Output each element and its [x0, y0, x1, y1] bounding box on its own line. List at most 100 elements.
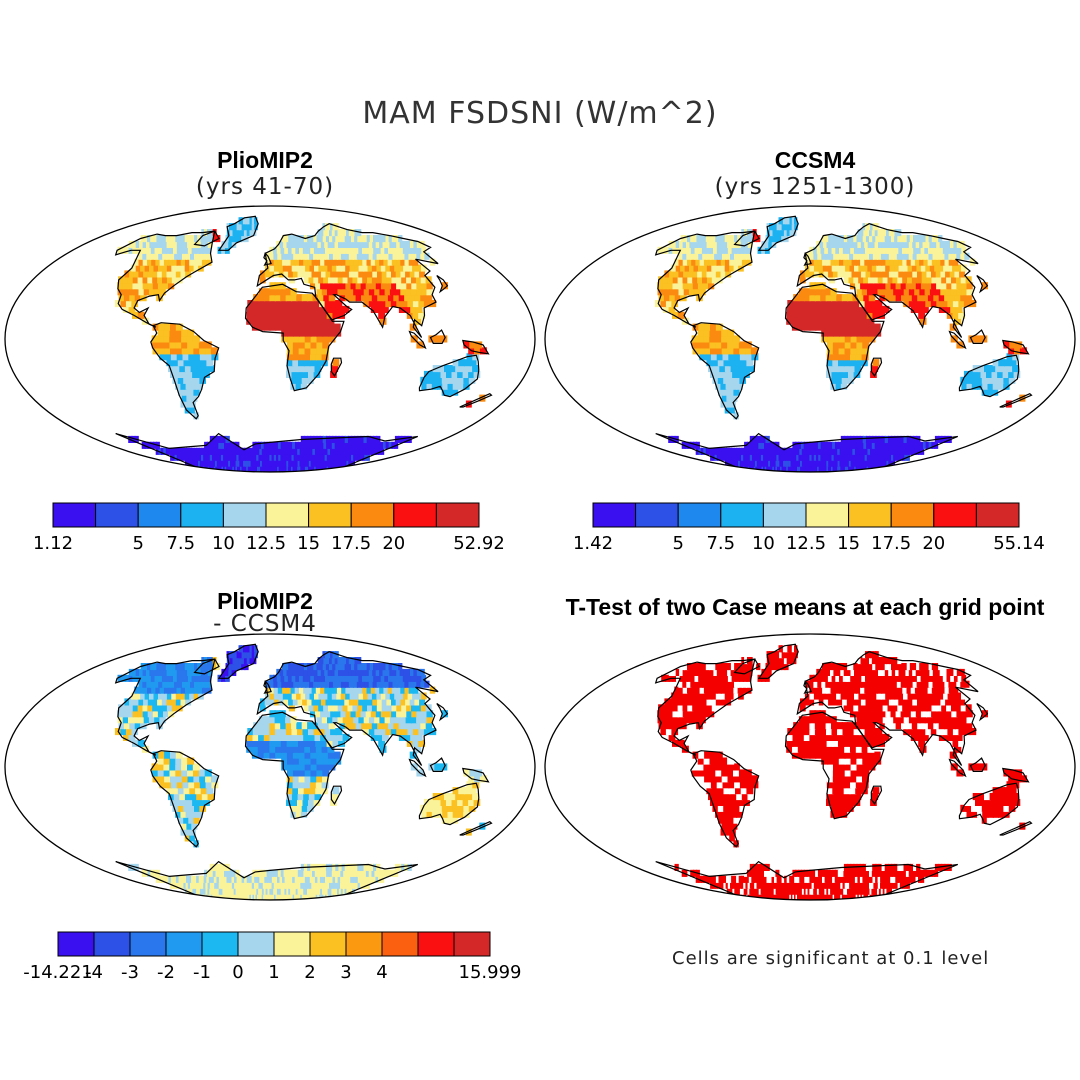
grid-cell — [1002, 798, 1010, 806]
grid-cell — [189, 692, 195, 700]
grid-cell — [367, 447, 372, 455]
grid-cell — [318, 692, 325, 700]
grid-cell — [760, 881, 765, 889]
grid-cell — [396, 728, 403, 736]
grid-cell — [310, 668, 316, 676]
grid-cell — [180, 674, 186, 682]
grid-cell — [984, 793, 991, 801]
grid-cell — [882, 459, 886, 467]
grid-cell — [325, 663, 331, 671]
grid-cell — [276, 887, 280, 895]
grid-cell — [843, 365, 850, 373]
grid-cell — [238, 893, 242, 900]
grid-cell — [822, 453, 826, 461]
grid-cell — [826, 240, 832, 248]
grid-cell — [152, 347, 160, 355]
grid-cell — [297, 300, 304, 308]
grid-cell — [181, 769, 189, 777]
grid-cell — [370, 733, 378, 741]
grid-cell — [849, 893, 853, 900]
grid-cell — [175, 335, 183, 343]
grid-cell — [399, 246, 404, 254]
grid-cell — [290, 686, 296, 694]
grid-cell — [925, 235, 930, 243]
grid-cell — [282, 887, 286, 895]
grid-cell — [180, 810, 187, 818]
grid-cell — [880, 881, 884, 889]
grid-cell — [738, 875, 743, 883]
grid-cell — [181, 335, 189, 343]
grid-cell — [865, 447, 869, 455]
grid-cell — [805, 453, 809, 461]
grid-cell — [170, 668, 175, 676]
grid-cell — [884, 240, 890, 248]
grid-cell — [698, 447, 702, 455]
grid-cell — [729, 264, 735, 272]
grid-cell — [773, 465, 777, 472]
grid-cell — [316, 341, 324, 349]
grid-cell — [192, 881, 196, 889]
grid-cell — [317, 881, 322, 889]
grid-cell — [865, 246, 870, 254]
grid-cell — [895, 240, 900, 248]
grid-cell — [380, 246, 386, 254]
grid-cell — [340, 887, 344, 895]
grid-cell — [914, 441, 919, 449]
grid-cell — [406, 276, 413, 284]
grid-cell — [228, 668, 233, 676]
grid-cell — [263, 459, 267, 467]
grid-cell — [189, 264, 195, 272]
grid-cell — [420, 722, 427, 730]
grid-cell — [1009, 341, 1017, 349]
grid-cell — [420, 240, 425, 248]
grid-cell — [234, 881, 238, 889]
grid-cell — [234, 223, 238, 231]
grid-cell — [850, 341, 858, 349]
grid-cell — [953, 246, 959, 254]
grid-cell — [769, 875, 773, 883]
grid-cell — [771, 235, 776, 243]
grid-cell — [946, 282, 953, 290]
grid-cell — [306, 893, 310, 900]
grid-cell — [301, 887, 305, 895]
grid-cell — [728, 887, 732, 895]
grid-cell — [416, 264, 423, 272]
grid-cell — [463, 382, 470, 390]
grid-cell — [328, 329, 336, 337]
grid-cell — [331, 453, 335, 461]
grid-cell — [856, 323, 864, 331]
grid-cell — [792, 305, 800, 313]
grid-cell — [730, 453, 734, 461]
grid-cell — [295, 459, 299, 467]
grid-cell — [378, 311, 386, 319]
grid-cell — [327, 875, 332, 883]
grid-cell — [475, 341, 483, 349]
grid-cell — [179, 881, 183, 889]
grid-cell — [197, 240, 202, 248]
grid-cell — [195, 674, 201, 682]
grid-cell — [869, 435, 874, 443]
grid-cell — [793, 294, 800, 302]
grid-cell — [298, 353, 306, 361]
grid-cell — [129, 698, 135, 706]
grid-cell — [337, 716, 344, 724]
grid-cell — [794, 881, 798, 889]
grid-cell — [199, 674, 204, 682]
grid-cell — [888, 441, 893, 449]
grid-cell — [724, 365, 732, 373]
coastline-baffin — [733, 230, 760, 247]
grid-cell — [472, 781, 480, 789]
grid-cell — [175, 235, 180, 243]
grid-cell — [838, 353, 846, 361]
grid-cell — [280, 465, 283, 472]
grid-cell — [227, 453, 231, 461]
grid-cell — [682, 282, 689, 290]
grid-cell — [349, 258, 355, 266]
grid-cell — [418, 739, 426, 747]
grid-cell — [322, 692, 329, 700]
grid-cell — [280, 881, 284, 889]
grid-cell — [152, 240, 158, 248]
grid-cell — [270, 893, 274, 900]
grid-cell — [193, 388, 200, 396]
grid-cell — [380, 692, 387, 700]
